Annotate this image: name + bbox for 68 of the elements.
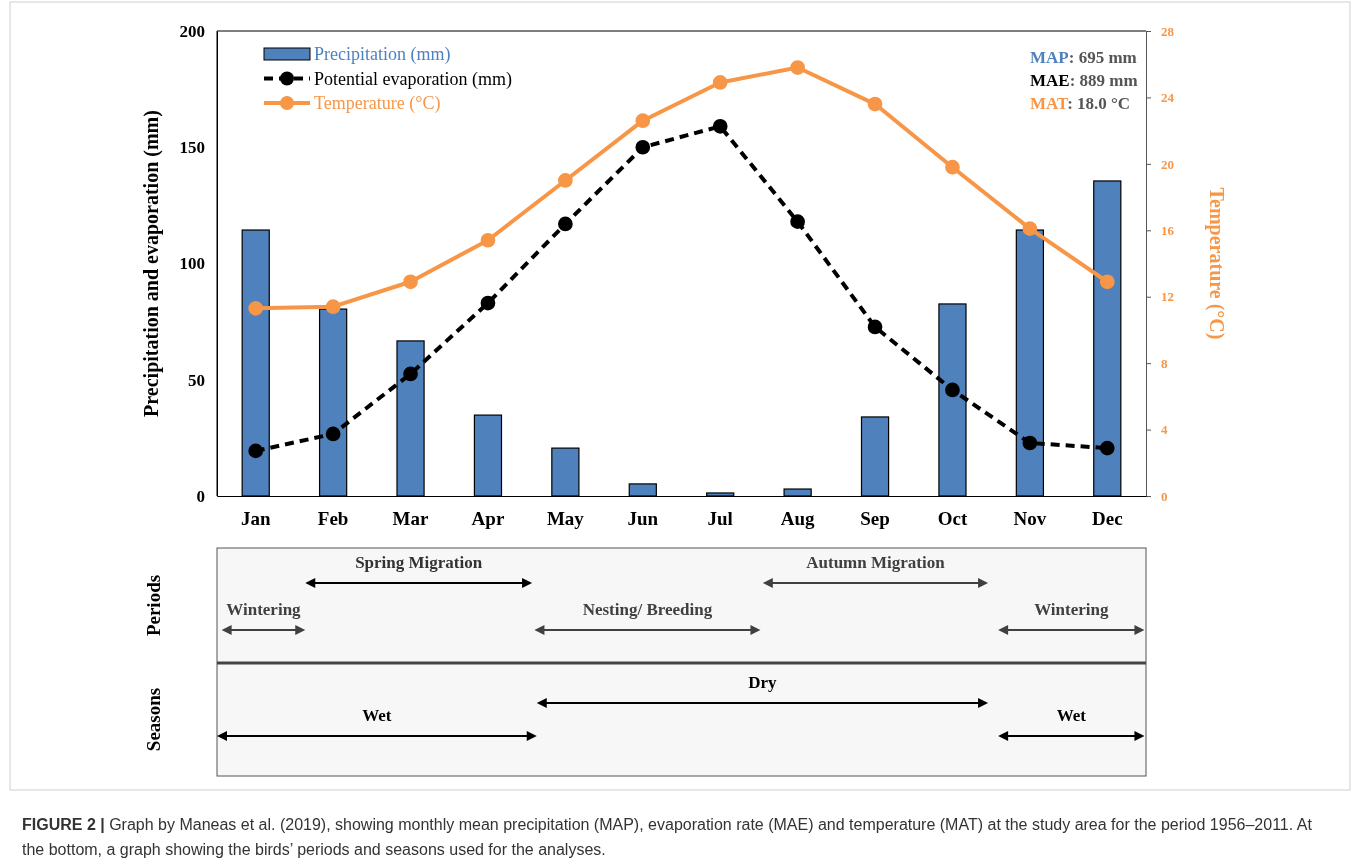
- x-tick-label: May: [546, 508, 585, 530]
- point: [712, 118, 728, 134]
- y2-tick-label: 24: [1161, 90, 1175, 106]
- y2-tick-label: 16: [1161, 222, 1175, 238]
- annotation: MAP: 695 mm: [1030, 48, 1137, 67]
- legend-label: Potential evaporation (mm): [314, 68, 512, 90]
- point: [867, 319, 883, 335]
- x-tick-label: Apr: [471, 508, 505, 530]
- point: [635, 113, 651, 129]
- y-tick-label: 50: [188, 370, 205, 390]
- point: [867, 96, 883, 112]
- point: [712, 75, 728, 90]
- point: [325, 299, 341, 315]
- x-tick-label: Aug: [780, 508, 816, 530]
- x-tick-label: Sep: [860, 508, 890, 530]
- x-tick-label: Jun: [627, 508, 659, 530]
- y2-tick-label: 8: [1161, 355, 1168, 371]
- legend-label: Temperature (°C): [314, 93, 441, 114]
- point: [635, 139, 651, 155]
- point: [1099, 274, 1115, 290]
- y2-tick-label: 12: [1161, 289, 1174, 305]
- x-tick-label: Dec: [1091, 508, 1123, 530]
- text: Wintering: [226, 600, 302, 619]
- text: Wintering: [1034, 600, 1109, 619]
- x-tick-label: Nov: [1013, 508, 1047, 530]
- category-label: Seasons: [143, 687, 164, 752]
- point: [945, 382, 960, 398]
- point: [403, 366, 418, 382]
- point: [248, 443, 264, 459]
- point: [790, 60, 805, 75]
- legend-label: Precipitation (mm): [314, 44, 451, 65]
- point: [403, 274, 418, 290]
- caption: FIGURE 2 | Graph by Maneas et al. (2019), showing monthly mean precipitation (MAP), evaporation rate (MAE) and temperature (MAT) at the study area for the period 1956–2011. At the bottom, a graph showing the birds’ periods and seasons used for the analyses.: [22, 816, 1312, 858]
- y-tick-label: 150: [179, 138, 205, 158]
- y2-axis-title: Temperature (°C): [1205, 187, 1228, 340]
- y-tick-label: 200: [179, 21, 205, 41]
- text: Autumn Migration: [806, 553, 946, 572]
- annotation: MAT: 18.0 °C: [1030, 94, 1131, 113]
- y-axis-title: Precipitation and evaporation (mm): [140, 110, 163, 417]
- y-tick-label: 0: [196, 486, 205, 506]
- x-tick-label: Mar: [392, 508, 430, 530]
- point: [790, 214, 805, 229]
- point: [325, 426, 341, 442]
- point: [480, 232, 496, 248]
- x-tick-label: Oct: [937, 508, 968, 530]
- y2-tick-label: 0: [1161, 488, 1168, 504]
- point: [480, 295, 496, 311]
- text: Dry: [748, 673, 778, 692]
- point: [945, 159, 960, 175]
- y-tick-label: 100: [179, 254, 205, 274]
- text: Wet: [1056, 706, 1087, 725]
- point: [1099, 440, 1115, 456]
- text: Nesting/ Breeding: [582, 600, 713, 619]
- point: [1022, 221, 1038, 236]
- text: Wet: [362, 706, 392, 725]
- annotation: MAE: 889 mm: [1030, 71, 1138, 90]
- x-tick-label: Jan: [240, 508, 271, 530]
- point: [248, 301, 264, 316]
- text: Spring Migration: [355, 553, 483, 572]
- x-tick-label: Jul: [707, 508, 733, 530]
- point: [1022, 435, 1038, 451]
- category-label: Periods: [143, 574, 164, 637]
- y2-tick-label: 4: [1161, 422, 1168, 438]
- point: [558, 173, 573, 188]
- y2-tick-label: 28: [1161, 23, 1175, 39]
- x-tick-label: Feb: [317, 508, 349, 530]
- point: [558, 216, 573, 232]
- y2-tick-label: 20: [1161, 156, 1174, 172]
